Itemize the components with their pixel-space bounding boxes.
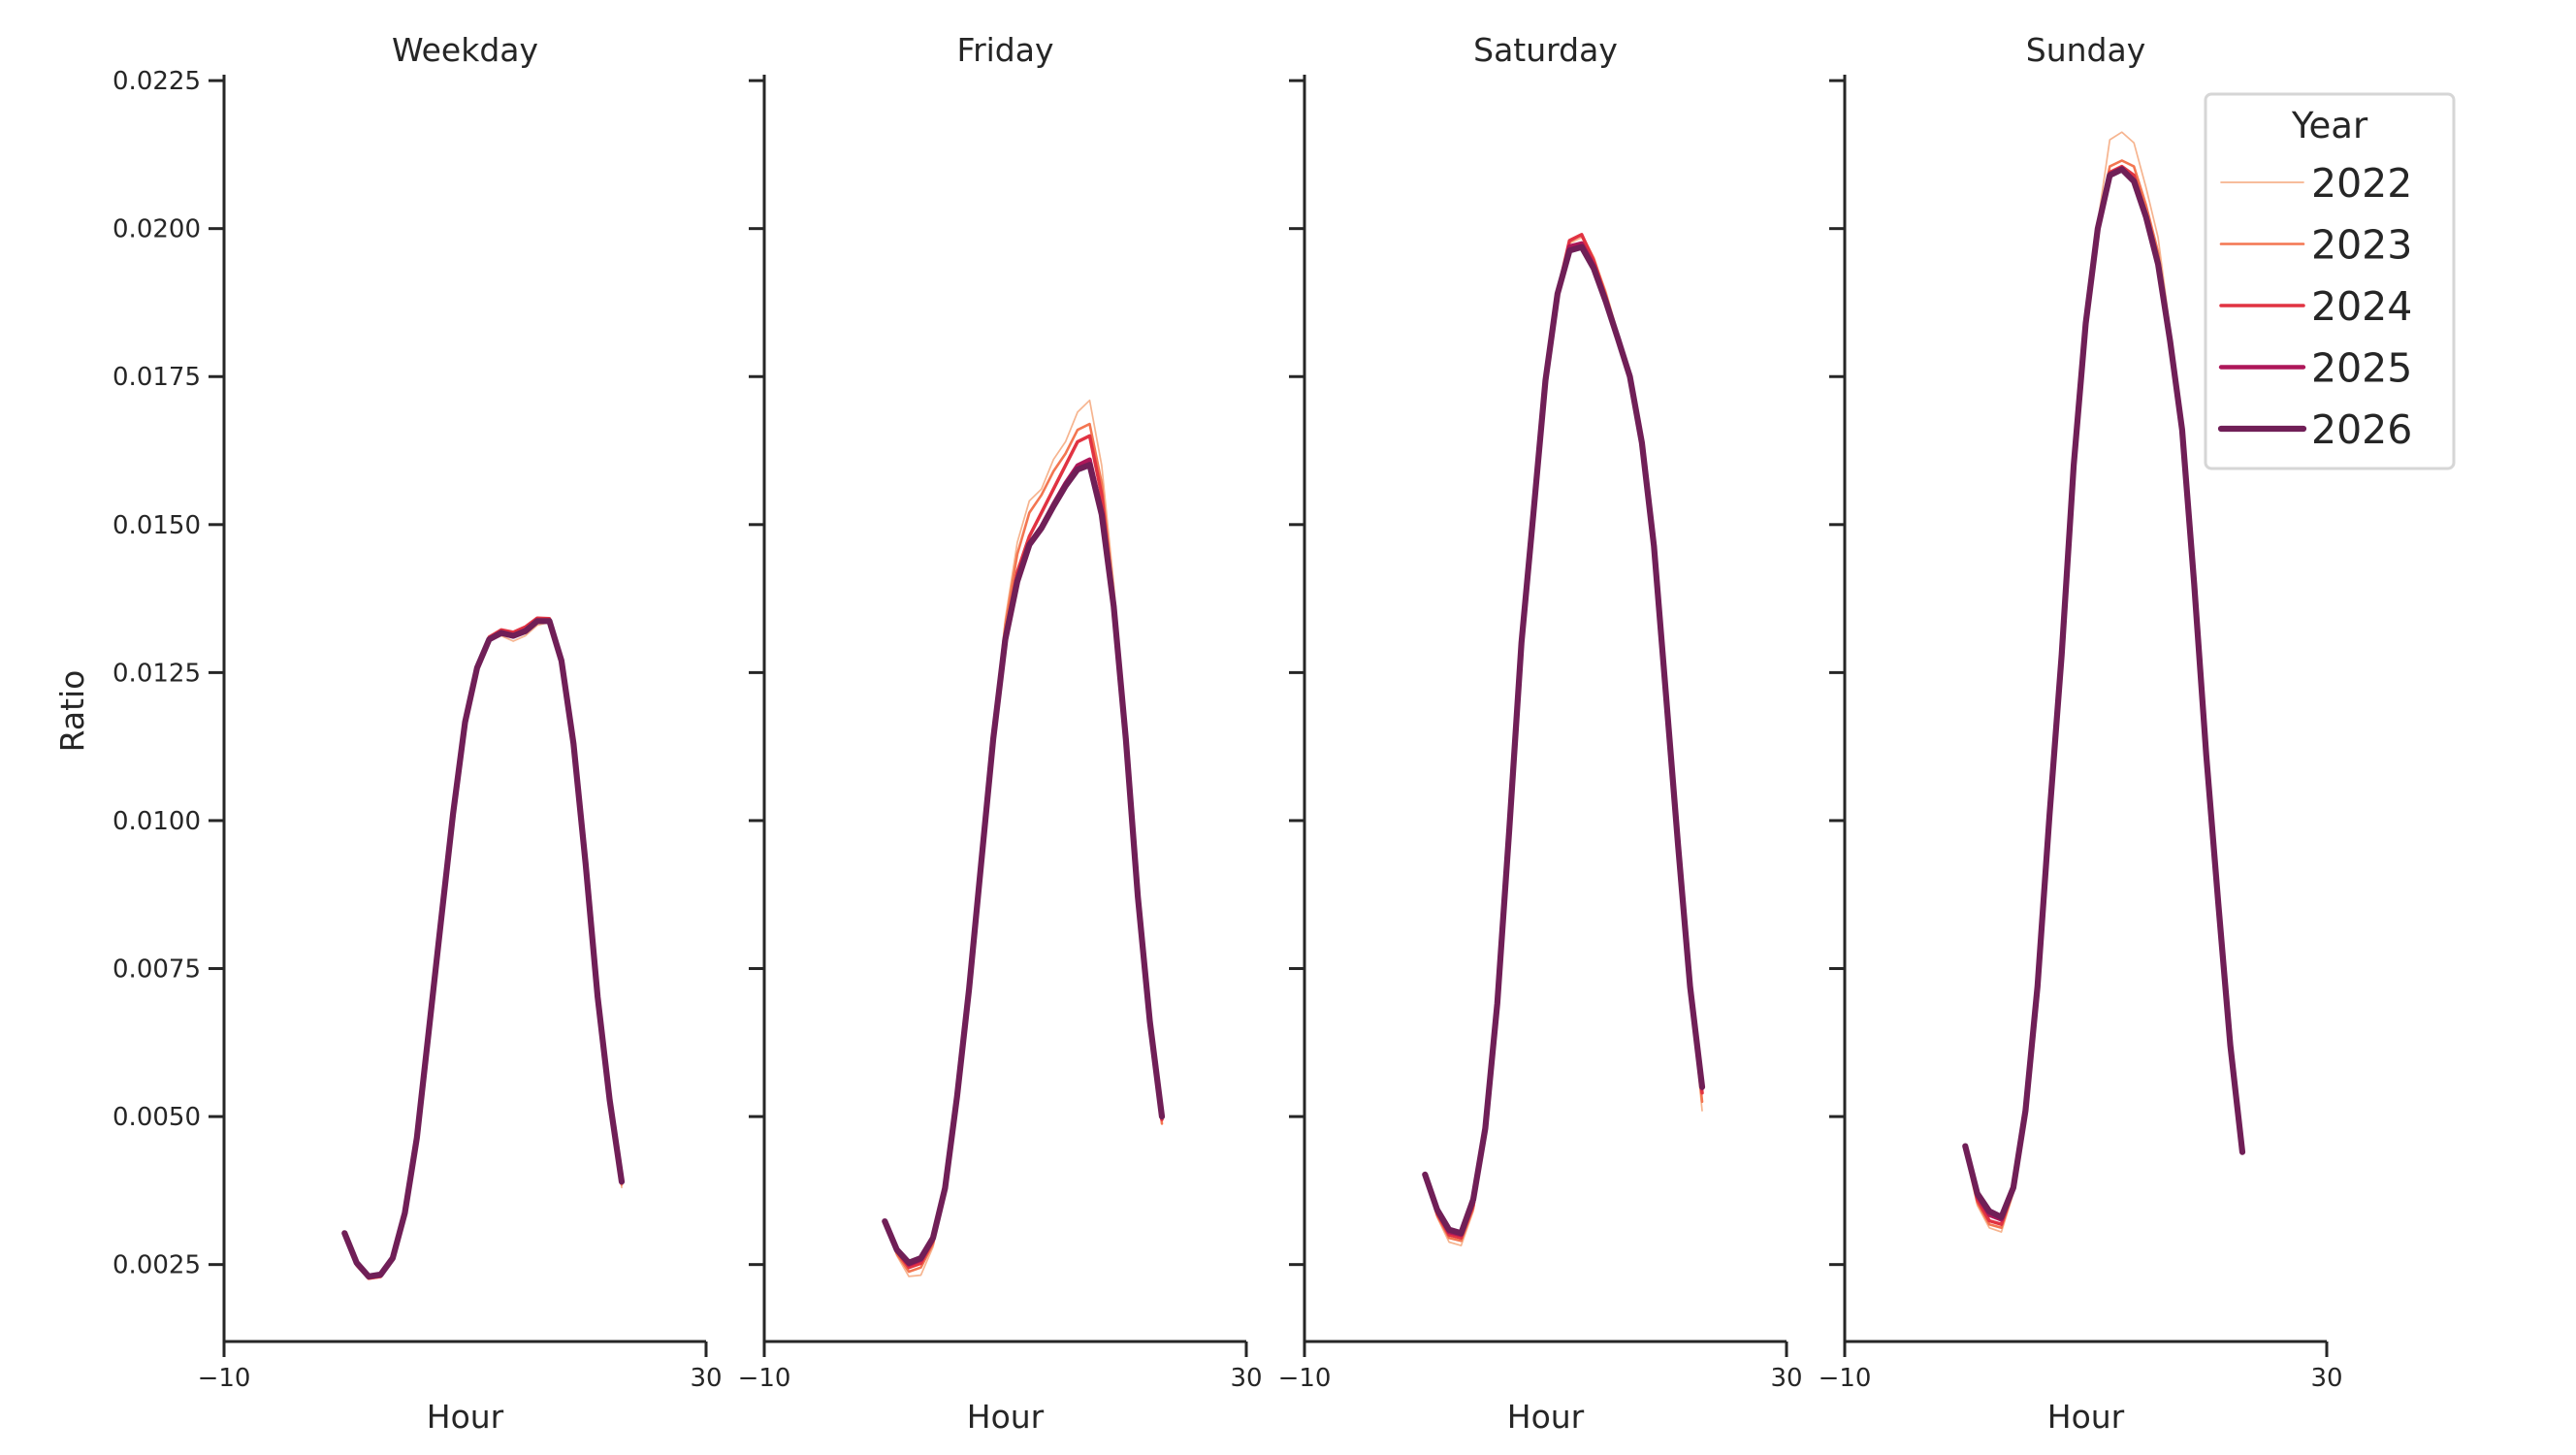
series-line-2022 (343, 621, 623, 1278)
x-tick-label: −10 (1278, 1364, 1332, 1393)
y-tick-label: 0.0075 (113, 955, 201, 985)
panel-title: Saturday (1473, 31, 1618, 69)
legend-label: 2022 (2311, 160, 2412, 207)
legend-frame (2204, 92, 2456, 470)
y-tick-label: 0.0175 (113, 363, 201, 392)
y-axis-label: Ratio (53, 670, 91, 753)
series-line-2026 (882, 462, 1166, 1266)
series-line-2023 (1424, 233, 1704, 1243)
legend-title: Year (2291, 105, 2368, 146)
series-line-2023 (342, 618, 624, 1280)
x-axis-label: Hour (427, 1398, 504, 1436)
series-line-2026 (1422, 243, 1706, 1237)
series-line-2026 (341, 618, 626, 1280)
x-tick-label: 30 (2310, 1364, 2342, 1393)
panel-title: Sunday (2026, 31, 2145, 69)
y-tick-label: 0.0125 (113, 659, 201, 688)
panel-saturday: Saturday −10 30 Hour (1278, 31, 1803, 1436)
x-axis-label: Hour (2047, 1398, 2125, 1436)
x-tick-label: 30 (690, 1364, 722, 1393)
x-axis-label: Hour (967, 1398, 1045, 1436)
series-line-2022 (1424, 236, 1703, 1246)
x-tick-label: 30 (1230, 1364, 1262, 1393)
panel-friday: Friday −10 30 Hour (738, 31, 1263, 1436)
y-tick-label: 0.0100 (113, 807, 201, 836)
panel-title: Friday (956, 31, 1053, 69)
y-tick-label: 0.0225 (113, 67, 201, 96)
y-tick-label: 0.0150 (113, 511, 201, 540)
x-tick-label: −10 (1819, 1364, 1872, 1393)
legend-label: 2024 (2311, 283, 2412, 330)
series-line-2025 (1423, 241, 1705, 1238)
series-line-2025 (342, 618, 625, 1279)
series-line-2024 (342, 616, 624, 1280)
x-tick-label: −10 (738, 1364, 791, 1393)
legend-item-2026: 2026 (2217, 406, 2412, 453)
panel-weekday: Weekday 0.0025 0.0050 0.0075 0.0100 0.0125 0.0… (113, 31, 723, 1436)
x-axis-label: Hour (1507, 1398, 1585, 1436)
legend-item-2023: 2023 (2219, 222, 2412, 269)
y-tick-label: 0.0025 (113, 1251, 201, 1280)
legend-item-2022: 2022 (2220, 160, 2412, 207)
panel-title: Weekday (392, 31, 538, 69)
legend-item-2025: 2025 (2218, 345, 2412, 392)
series-line-2024 (1423, 233, 1704, 1240)
legend-items: 2022 2023 2024 2025 2026 (2217, 160, 2412, 453)
legend-item-2024: 2024 (2219, 283, 2412, 330)
legend-label: 2025 (2311, 345, 2412, 392)
panels: Weekday 0.0025 0.0050 0.0075 0.0100 0.0125 0.0… (113, 31, 2343, 1436)
x-tick-label: −10 (198, 1364, 251, 1393)
legend-label: 2023 (2311, 222, 2412, 269)
series-line-2026 (1962, 166, 2246, 1220)
y-tick-label: 0.0200 (113, 215, 201, 244)
y-tick-label: 0.0050 (113, 1103, 201, 1132)
legend-label: 2026 (2311, 406, 2412, 453)
x-tick-label: 30 (1770, 1364, 1802, 1393)
panel-sunday: Sunday −10 30 Hour (1819, 31, 2343, 1436)
series-line-2025 (883, 457, 1165, 1267)
legend: Year 2022 2023 2024 2025 2026 (2204, 92, 2456, 470)
